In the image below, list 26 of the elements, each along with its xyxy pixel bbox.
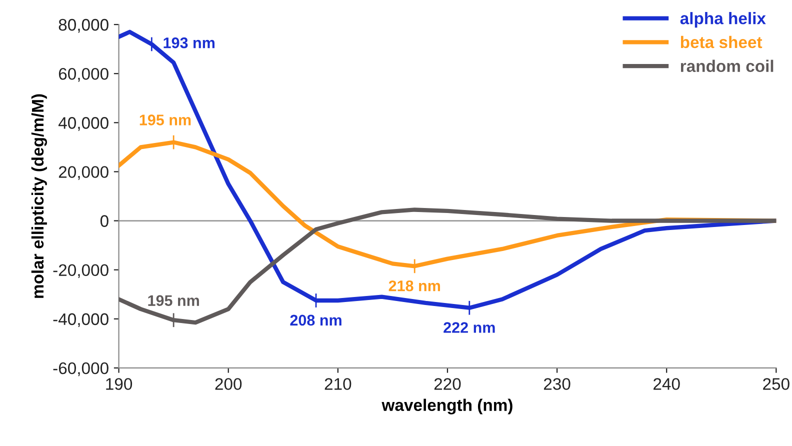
y-tick-label: -20,000 [53, 264, 108, 278]
y-tick-label: -60,000 [53, 362, 108, 376]
x-tick-label: 250 [763, 378, 790, 390]
legend-label: random coil [680, 60, 774, 72]
y-tick-label: 0 [100, 215, 108, 227]
y-axis-title: molar ellipticity (deg/m/M) [31, 94, 47, 298]
annotation: 193 nm [164, 37, 214, 48]
x-tick-label: 210 [324, 378, 352, 390]
y-tick-label: -40,000 [53, 313, 108, 328]
legend-label: beta sheet [680, 36, 762, 48]
x-tick-label: 230 [544, 378, 570, 390]
annotation: 195 nm [148, 295, 199, 306]
annotation: 222 nm [444, 322, 495, 333]
x-axis-title: wavelength (nm) [382, 398, 512, 414]
x-tick-label: 240 [654, 378, 680, 390]
annotation: 218 nm [388, 280, 440, 292]
y-tick-label: 20,000 [58, 166, 108, 180]
x-tick-label: 200 [215, 378, 242, 390]
legend-label: alpha helix [680, 12, 766, 28]
x-tick-label: 190 [106, 378, 132, 390]
annotation: 195 nm [140, 114, 191, 126]
x-tick-label: 220 [434, 378, 461, 390]
y-tick-label: 60,000 [58, 68, 108, 82]
y-tick-label: 40,000 [58, 117, 108, 131]
annotation: 208 nm [290, 314, 342, 326]
y-tick-label: 80,000 [58, 18, 108, 33]
